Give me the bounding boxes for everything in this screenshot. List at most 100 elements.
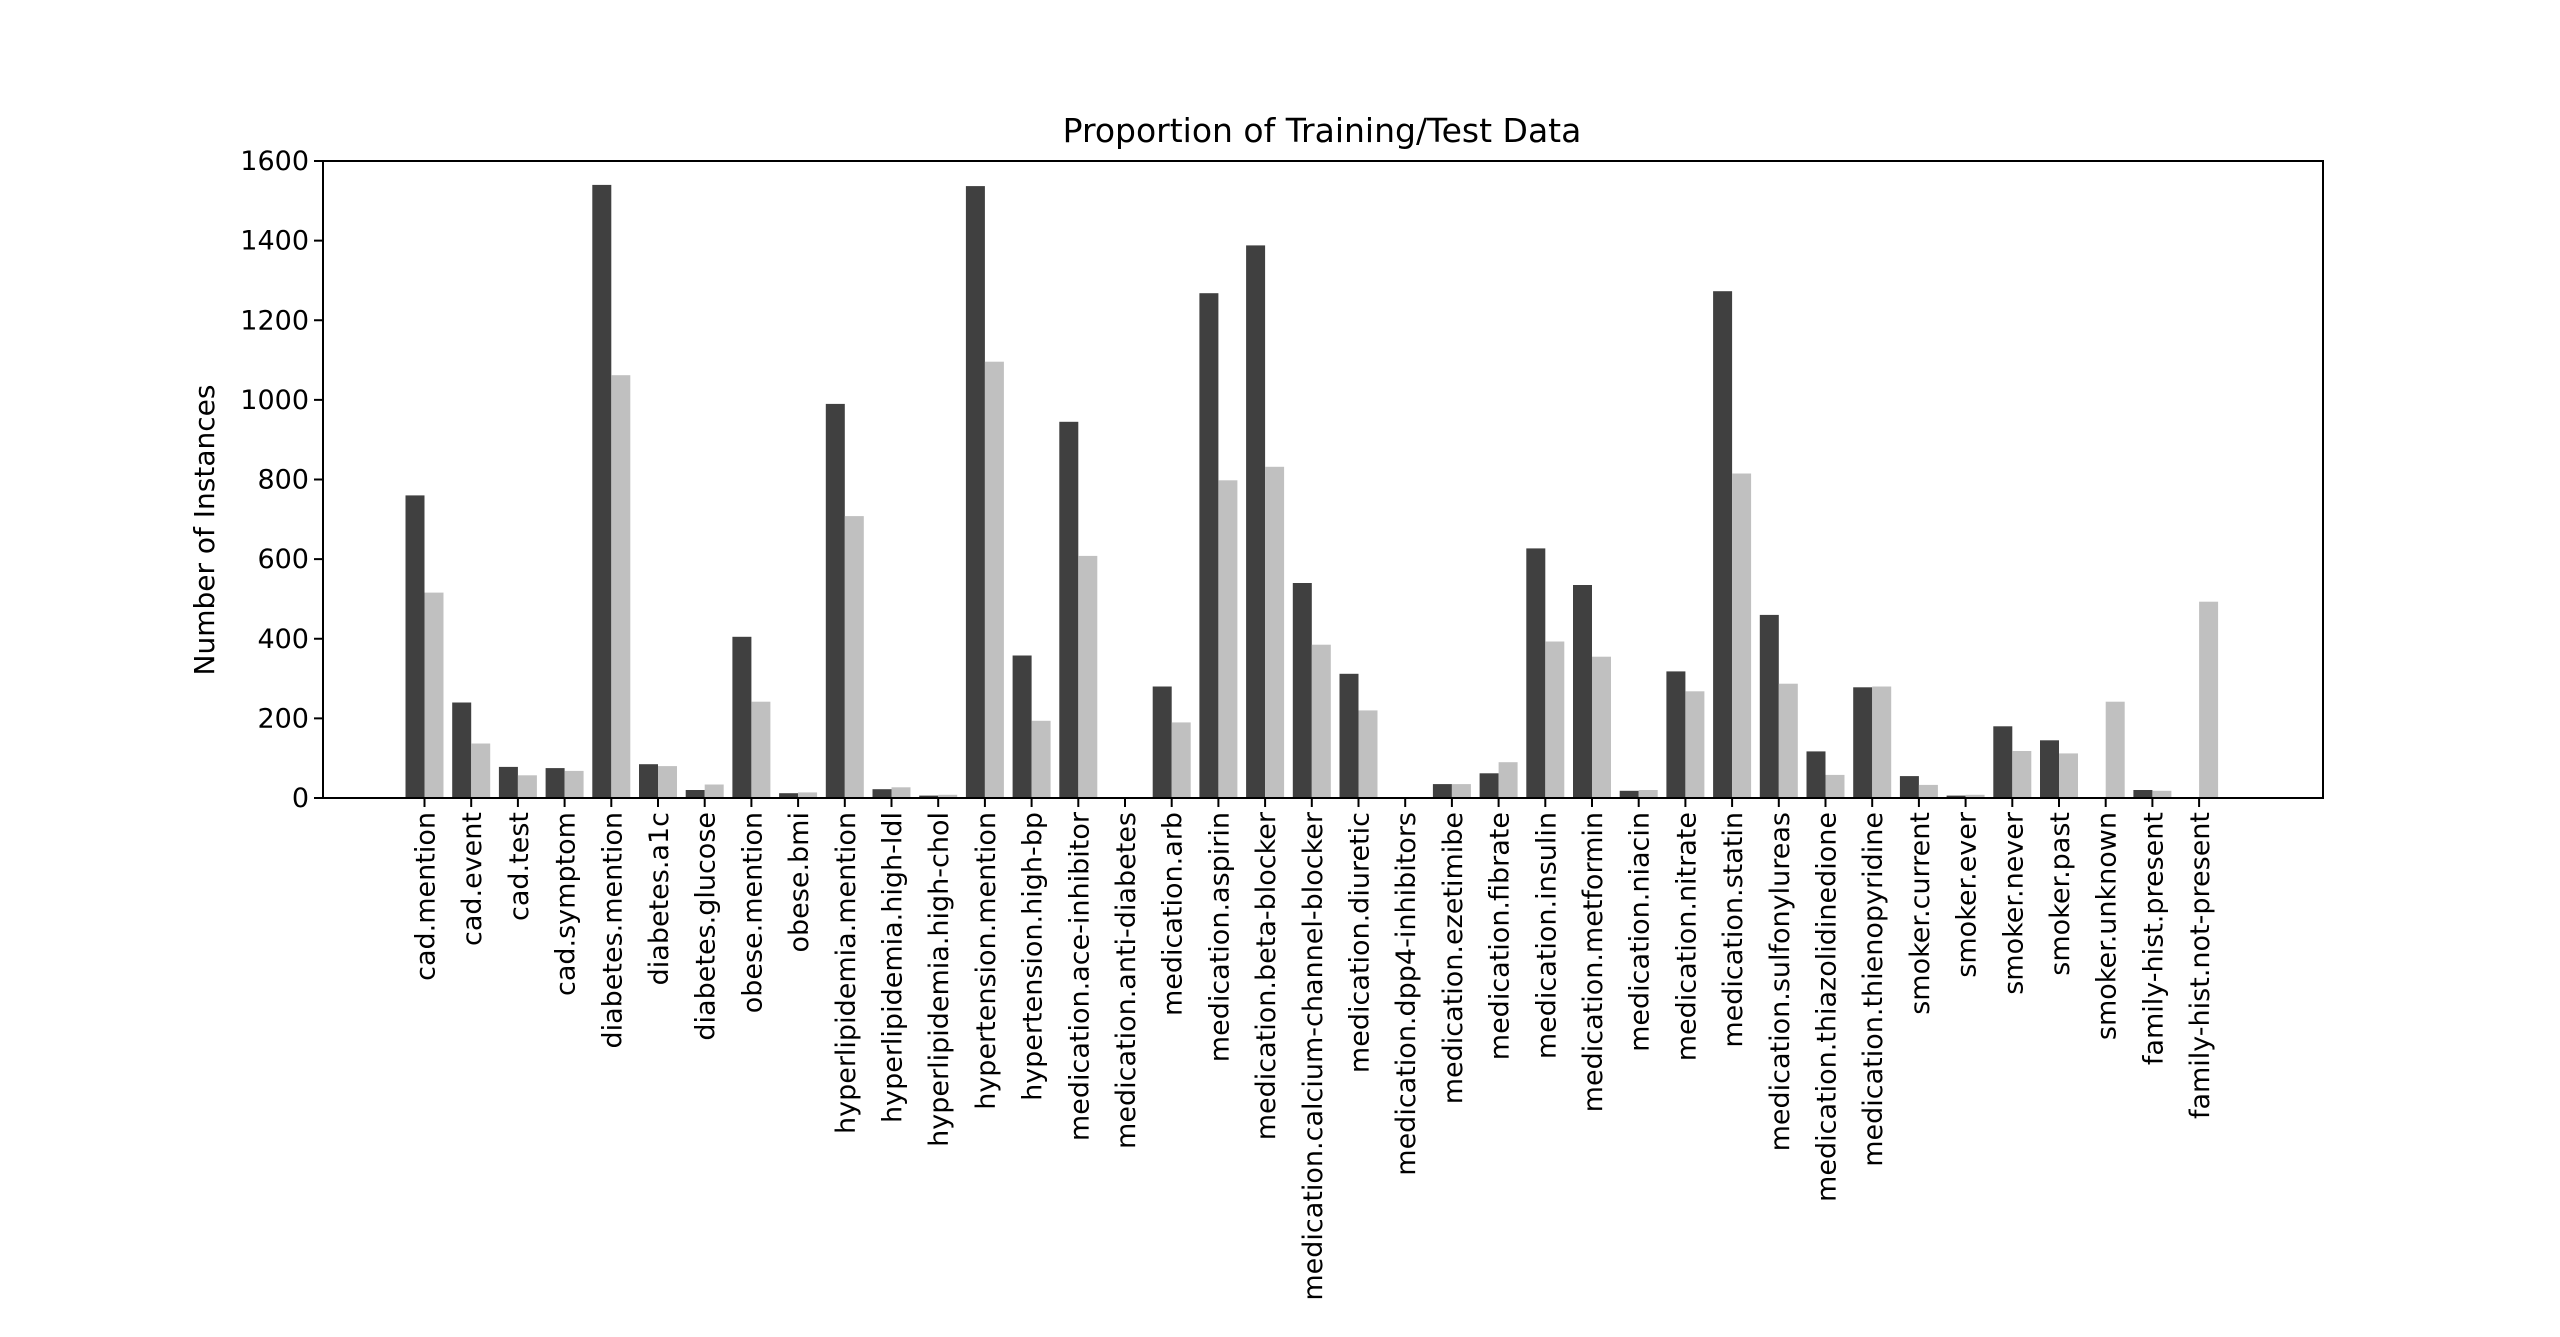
x-tick-label-hypertension.mention: hypertension.mention bbox=[971, 812, 1002, 1110]
bar-series2-smoker.ever bbox=[1965, 794, 1985, 798]
x-tick-label-medication.calcium-channel-blocker: medication.calcium-channel-blocker bbox=[1298, 811, 1329, 1301]
bar-series2-cad.mention bbox=[424, 592, 444, 798]
bars-layer bbox=[405, 184, 2219, 799]
bar-series1-diabetes.glucose bbox=[685, 790, 705, 798]
bar-series1-obese.mention bbox=[732, 636, 752, 798]
bar-series1-medication.metformin bbox=[1573, 585, 1592, 798]
bar-series2-cad.symptom bbox=[564, 770, 584, 798]
y-tick-label: 0 bbox=[292, 783, 309, 814]
bar-series2-medication.calcium-channel-blocker bbox=[1311, 644, 1331, 798]
bar-series2-medication.insulin bbox=[1545, 641, 1565, 798]
bar-series1-diabetes.mention bbox=[592, 184, 612, 798]
x-tick-label-medication.dpp4-inhibitors: medication.dpp4-inhibitors bbox=[1391, 812, 1422, 1176]
plot-area-frame bbox=[322, 160, 2324, 799]
bar-series2-obese.mention bbox=[751, 701, 771, 798]
bar-series1-smoker.never bbox=[1993, 726, 2013, 798]
x-tick-label-medication.thiazolidinedione: medication.thiazolidinedione bbox=[1812, 812, 1843, 1202]
x-tick-label-family-hist.not-present: family-hist.not-present bbox=[2185, 812, 2216, 1119]
bar-series2-hypertension.mention bbox=[984, 361, 1004, 798]
bar-series2-medication.arb bbox=[1171, 722, 1191, 798]
x-tick-label-hypertension.high-bp: hypertension.high-bp bbox=[1018, 812, 1049, 1101]
x-tick-label-obese.mention: obese.mention bbox=[737, 812, 768, 1013]
bar-series2-family-hist.present bbox=[2152, 790, 2172, 798]
bar-series1-hypertension.mention bbox=[965, 186, 985, 799]
y-tick-label: 400 bbox=[257, 624, 309, 655]
bar-series2-medication.nitrate bbox=[1685, 691, 1705, 798]
x-tick-label-medication.arb: medication.arb bbox=[1158, 812, 1189, 1016]
x-tick-label-medication.fibrate: medication.fibrate bbox=[1485, 812, 1516, 1060]
x-tick-label-medication.statin: medication.statin bbox=[1718, 812, 1749, 1048]
bar-series1-medication.ace-inhibitor bbox=[1059, 421, 1079, 798]
x-tick-label-cad.event: cad.event bbox=[457, 812, 488, 946]
bar-series2-medication.beta-blocker bbox=[1265, 466, 1285, 798]
bar-series2-smoker.past bbox=[2059, 753, 2078, 798]
bar-series2-diabetes.mention bbox=[611, 375, 631, 798]
x-tick-label-smoker.current: smoker.current bbox=[1905, 812, 1936, 1015]
bar-series1-medication.calcium-channel-blocker bbox=[1292, 583, 1312, 798]
y-tick-label: 800 bbox=[257, 465, 309, 496]
bar-series1-cad.mention bbox=[405, 495, 425, 798]
y-axis-label: Number of Instances bbox=[188, 385, 221, 676]
y-tick-label: 1400 bbox=[240, 226, 309, 257]
x-tick-label-smoker.past: smoker.past bbox=[2045, 812, 2076, 976]
x-tick-label-diabetes.glucose: diabetes.glucose bbox=[691, 812, 722, 1041]
y-tick-label: 200 bbox=[257, 703, 309, 734]
y-tick-label: 600 bbox=[257, 544, 309, 575]
bar-series1-smoker.past bbox=[2040, 740, 2059, 798]
bar-series1-hyperlipidemia.high-chol bbox=[919, 795, 939, 798]
x-tick-label-medication.aspirin: medication.aspirin bbox=[1204, 812, 1235, 1062]
bar-series1-medication.diuretic bbox=[1339, 673, 1359, 798]
bar-series1-medication.thienopyridine bbox=[1853, 687, 1873, 798]
x-tick-label-medication.thienopyridine: medication.thienopyridine bbox=[1858, 812, 1889, 1167]
bar-series1-smoker.current bbox=[1899, 776, 1919, 798]
x-tick-label-medication.ace-inhibitor: medication.ace-inhibitor bbox=[1064, 811, 1095, 1141]
bar-series2-hyperlipidemia.high-chol bbox=[938, 794, 958, 798]
bar-series1-hyperlipidemia.high-ldl bbox=[872, 789, 892, 798]
x-tick-label-cad.symptom: cad.symptom bbox=[551, 812, 582, 996]
bar-series1-medication.niacin bbox=[1619, 790, 1639, 798]
bar-series1-cad.test bbox=[498, 766, 518, 798]
x-tick-label-smoker.never: smoker.never bbox=[1998, 811, 2029, 995]
bar-series1-hypertension.high-bp bbox=[1012, 655, 1032, 798]
bar-series2-medication.ezetimibe bbox=[1451, 784, 1471, 798]
x-axis-ticks: cad.mention cad.event cad.test cad.symptom d… bbox=[411, 798, 2216, 1301]
bar-series2-diabetes.a1c bbox=[658, 766, 677, 798]
x-tick-label-obese.bmi: obese.bmi bbox=[784, 812, 815, 952]
x-tick-label-medication.diuretic: medication.diuretic bbox=[1345, 812, 1376, 1073]
bar-series1-smoker.ever bbox=[1946, 795, 1966, 798]
bar-series2-hyperlipidemia.mention bbox=[844, 516, 864, 798]
x-tick-label-medication.beta-blocker: medication.beta-blocker bbox=[1251, 811, 1282, 1140]
bar-series2-medication.fibrate bbox=[1498, 762, 1518, 798]
bar-series1-medication.beta-blocker bbox=[1246, 245, 1266, 798]
x-tick-label-medication.nitrate: medication.nitrate bbox=[1671, 812, 1702, 1061]
x-tick-label-medication.metformin: medication.metformin bbox=[1578, 812, 1609, 1112]
x-tick-label-family-hist.present: family-hist.present bbox=[2138, 812, 2169, 1065]
bar-series1-medication.arb bbox=[1152, 686, 1172, 798]
bar-series1-medication.aspirin bbox=[1199, 293, 1219, 798]
chart-title: Proportion of Training/Test Data bbox=[1063, 111, 1582, 150]
bar-series2-medication.sulfonylureas bbox=[1778, 683, 1798, 798]
bar-series1-cad.event bbox=[452, 702, 472, 798]
bar-series2-medication.ace-inhibitor bbox=[1078, 555, 1098, 798]
bar-series1-diabetes.a1c bbox=[639, 764, 658, 798]
x-tick-label-hyperlipidemia.high-chol: hyperlipidemia.high-chol bbox=[924, 812, 955, 1147]
bar-series2-smoker.never bbox=[2012, 751, 2032, 798]
x-tick-label-medication.niacin: medication.niacin bbox=[1625, 812, 1656, 1052]
x-tick-label-medication.sulfonylureas: medication.sulfonylureas bbox=[1765, 812, 1796, 1151]
bar-series1-hyperlipidemia.mention bbox=[825, 403, 845, 798]
bar-series2-family-hist.not-present bbox=[2199, 601, 2219, 798]
x-tick-label-diabetes.mention: diabetes.mention bbox=[597, 812, 628, 1049]
x-tick-label-hyperlipidemia.high-ldl: hyperlipidemia.high-ldl bbox=[878, 812, 909, 1123]
x-tick-label-cad.mention: cad.mention bbox=[411, 812, 442, 981]
bar-series1-cad.symptom bbox=[545, 768, 565, 798]
y-tick-label: 1000 bbox=[240, 385, 309, 416]
x-tick-label-medication.anti-diabetes: medication.anti-diabetes bbox=[1111, 812, 1142, 1149]
bar-series2-obese.bmi bbox=[798, 792, 818, 798]
bar-series2-hypertension.high-bp bbox=[1031, 720, 1051, 798]
bar-series2-diabetes.glucose bbox=[704, 784, 724, 798]
bar-series2-cad.event bbox=[471, 743, 491, 798]
bar-series2-medication.diuretic bbox=[1358, 710, 1378, 798]
x-tick-label-smoker.ever: smoker.ever bbox=[1952, 811, 1983, 978]
